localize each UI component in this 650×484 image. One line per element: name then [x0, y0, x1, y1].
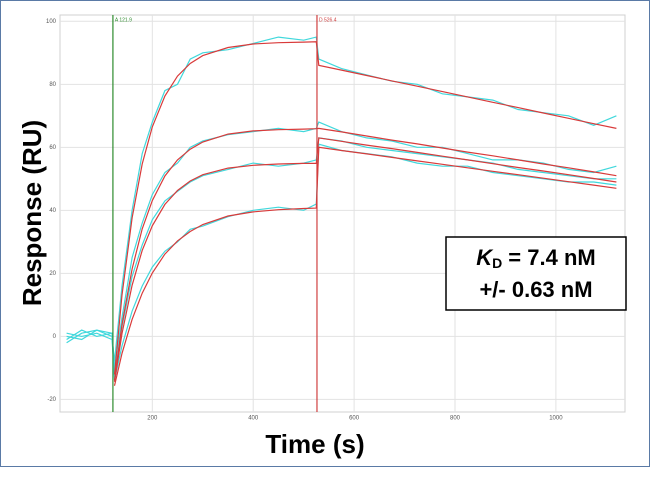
series-line [66, 121, 617, 368]
y-tick-label: 0 [53, 334, 57, 340]
y-tick-label: 80 [49, 82, 56, 88]
kd-box [445, 236, 627, 311]
x-tick-label: 800 [450, 416, 461, 422]
series-line [113, 146, 617, 386]
y-tick-label: 100 [46, 19, 57, 25]
plot-area: -20 0 20 40 60 80 100 200 400 600 800 1000 A 121.9 D … [46, 14, 626, 422]
kd-line: KD = 7.4 nM [476, 245, 595, 271]
series-line [66, 36, 617, 362]
kd-error: +/- 0.63 nM [479, 277, 592, 302]
y-tick-label: 40 [49, 208, 56, 214]
marker-label: A 121.9 [115, 17, 132, 23]
marker-label: D 526.4 [319, 17, 337, 23]
x-tick-label: 1000 [549, 416, 563, 422]
series-line [113, 41, 617, 375]
x-tick-label: 200 [147, 416, 158, 422]
y-tick-label: 20 [49, 271, 56, 277]
x-axis-title: Time (s) [265, 429, 364, 459]
y-axis-title: Response (RU) [17, 120, 47, 306]
x-tick-label: 400 [248, 416, 259, 422]
kd-value: = 7.4 nM [508, 245, 595, 270]
x-tick-label: 600 [349, 416, 360, 422]
series-line [113, 137, 617, 382]
series-line [66, 143, 617, 381]
plot-background [59, 14, 626, 413]
kd-subscript: D [492, 255, 502, 271]
y-tick-label: 60 [49, 145, 56, 151]
y-tick-label: -20 [47, 397, 56, 403]
kd-symbol: K [476, 245, 494, 270]
series-line [113, 127, 617, 381]
